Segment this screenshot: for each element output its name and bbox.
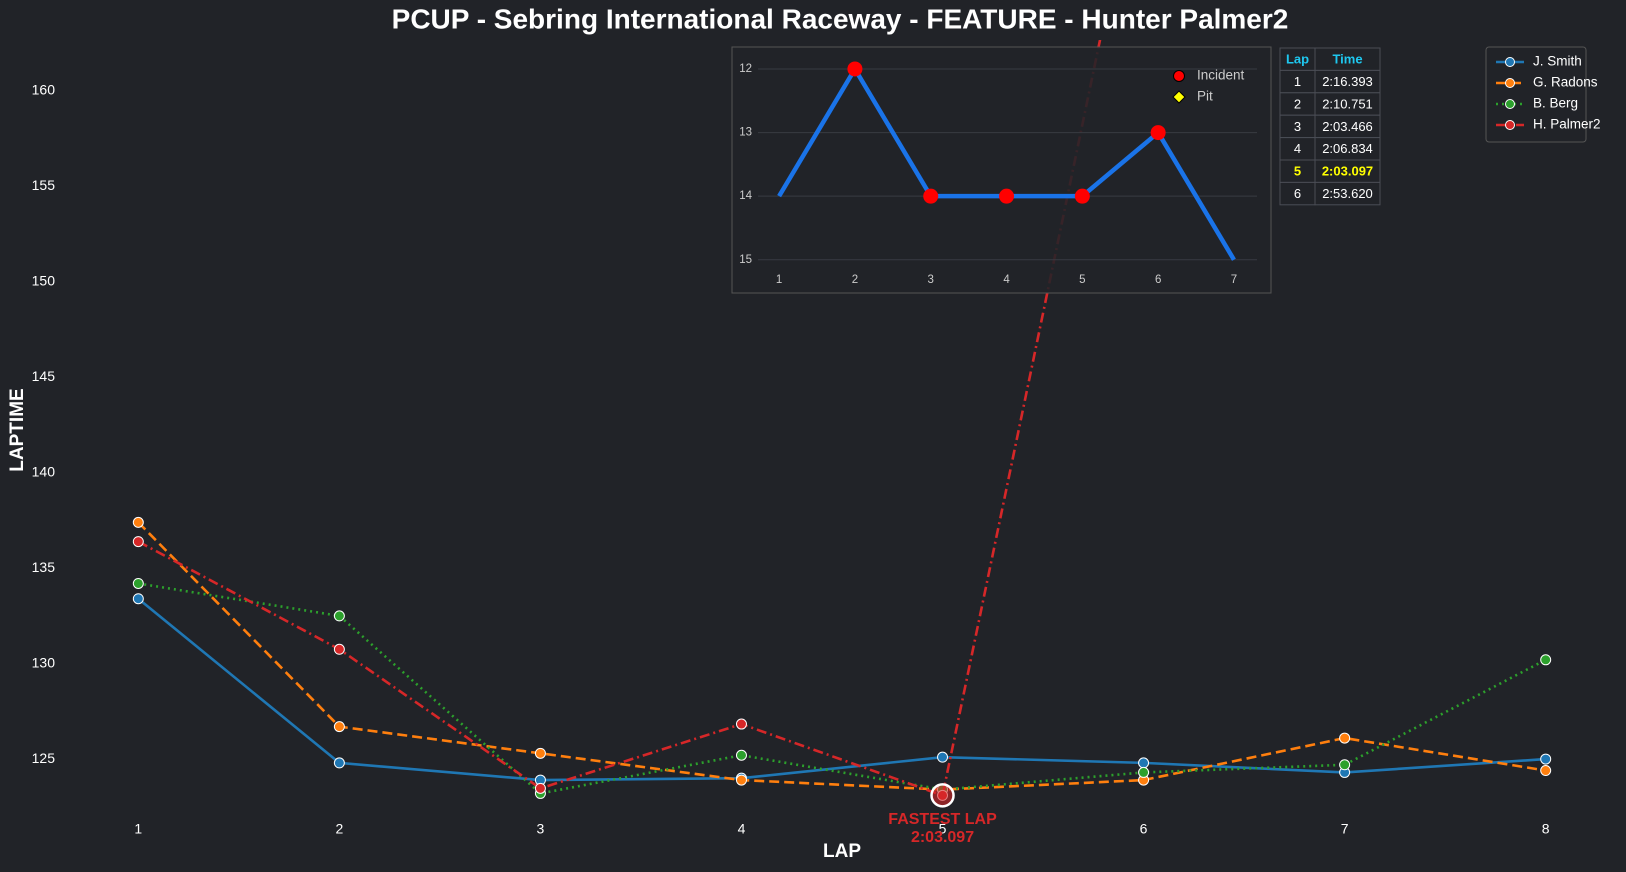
inset-y-tick-label: 13 [739, 127, 752, 139]
table-cell-text: 2:03.097 [1322, 164, 1373, 179]
series-line [138, 582, 1547, 795]
inset-y-tick-label: 15 [739, 254, 752, 266]
series-point [1540, 654, 1552, 666]
series-line [137, 40, 1102, 798]
table-cell-text: 2:53.620 [1322, 186, 1373, 201]
series-point [333, 721, 345, 733]
table-header: Lap [1286, 52, 1309, 67]
y-tick-label: 150 [32, 273, 56, 289]
inset-x-tick-label: 3 [928, 274, 934, 286]
series-point [132, 577, 144, 589]
series-point [735, 718, 747, 730]
inset-legend-label: Incident [1197, 68, 1245, 83]
series-point [1339, 732, 1351, 744]
legend-marker [1505, 78, 1515, 88]
x-tick-label: 3 [537, 821, 545, 837]
x-tick-label: 4 [738, 821, 746, 837]
series-point [132, 536, 144, 548]
inset-y-tick-label: 12 [739, 63, 752, 75]
series-line [137, 597, 1546, 782]
plot-area [132, 40, 1552, 801]
inset-x-tick-label: 2 [852, 274, 858, 286]
table-cell-text: 4 [1294, 141, 1301, 156]
series-point [937, 751, 949, 763]
x-axis-label: LAP [823, 841, 861, 862]
series-point [534, 782, 546, 794]
fastest-lap-marker [930, 783, 955, 808]
y-tick-label: 130 [32, 654, 56, 670]
y-tick-label: 155 [32, 177, 56, 193]
series-point [1339, 759, 1351, 771]
fastest-lap-label: FASTEST LAP [888, 811, 997, 828]
series-point [735, 774, 747, 786]
x-tick-label: 7 [1341, 821, 1349, 837]
legend-marker [1505, 120, 1515, 130]
fastest-lap-label: 2:03.097 [911, 829, 974, 846]
series-point [333, 610, 345, 622]
series-point [735, 749, 747, 761]
table-cell-text: 3 [1294, 119, 1301, 134]
series-point [1138, 766, 1150, 778]
table-header: Time [1332, 52, 1362, 67]
inset-marker [1150, 125, 1166, 141]
table-cell-text: 2 [1294, 96, 1301, 111]
series-point [132, 516, 144, 528]
inset-marker [999, 188, 1015, 204]
series-point [1138, 757, 1150, 769]
inset-x-tick-label: 1 [776, 274, 782, 286]
inset-x-tick-label: 6 [1155, 274, 1161, 286]
y-tick-label: 145 [32, 368, 56, 384]
inset-marker [847, 61, 863, 77]
y-tick-label: 135 [32, 559, 56, 575]
legend-label: B. Berg [1533, 96, 1578, 111]
chart-title: PCUP - Sebring International Raceway - F… [392, 3, 1289, 34]
x-tick-label: 1 [134, 821, 142, 837]
x-tick-label: 8 [1542, 821, 1550, 837]
table-cell-text: 2:06.834 [1322, 141, 1373, 156]
inset-x-tick-label: 5 [1079, 274, 1085, 286]
inset-marker [1074, 188, 1090, 204]
inset-box [731, 46, 1272, 294]
series-point [1540, 765, 1552, 777]
table-cell-text: 5 [1294, 164, 1301, 179]
inset-marker [1172, 90, 1186, 104]
series-point [333, 643, 345, 655]
inset-x-tick-label: 4 [1003, 274, 1010, 286]
series-point [1540, 753, 1552, 765]
inset-y-tick-label: 14 [739, 190, 752, 202]
series-point [534, 747, 546, 759]
legend-marker [1505, 57, 1515, 67]
y-tick-label: 125 [32, 750, 56, 766]
series-point [132, 593, 144, 605]
table-cell-text: 1 [1294, 74, 1301, 89]
legend-marker [1505, 99, 1515, 109]
table-cell-text: 6 [1294, 186, 1301, 201]
series-line [137, 521, 1546, 791]
x-tick-label: 6 [1140, 821, 1148, 837]
legend-label: G. Radons [1533, 75, 1598, 90]
legend-label: H. Palmer2 [1533, 117, 1601, 132]
series-point [333, 757, 345, 769]
x-tick-label: 2 [335, 821, 343, 837]
table-cell-text: 2:03.466 [1322, 119, 1373, 134]
y-axis-label: LAPTIME [7, 388, 28, 471]
inset-marker [1173, 70, 1185, 82]
y-tick-label: 160 [32, 82, 56, 98]
table-cell-text: 2:16.393 [1322, 74, 1373, 89]
y-tick-label: 140 [32, 463, 56, 479]
x-tick-label: 5 [939, 821, 947, 837]
inset-x-tick-label: 7 [1231, 274, 1237, 286]
table-cell-text: 2:10.751 [1322, 96, 1373, 111]
legend-label: J. Smith [1533, 54, 1582, 69]
inset-legend-label: Pit [1197, 89, 1213, 104]
legend-box [1485, 46, 1587, 143]
table-cell [1314, 181, 1381, 206]
inset-marker [923, 188, 939, 204]
